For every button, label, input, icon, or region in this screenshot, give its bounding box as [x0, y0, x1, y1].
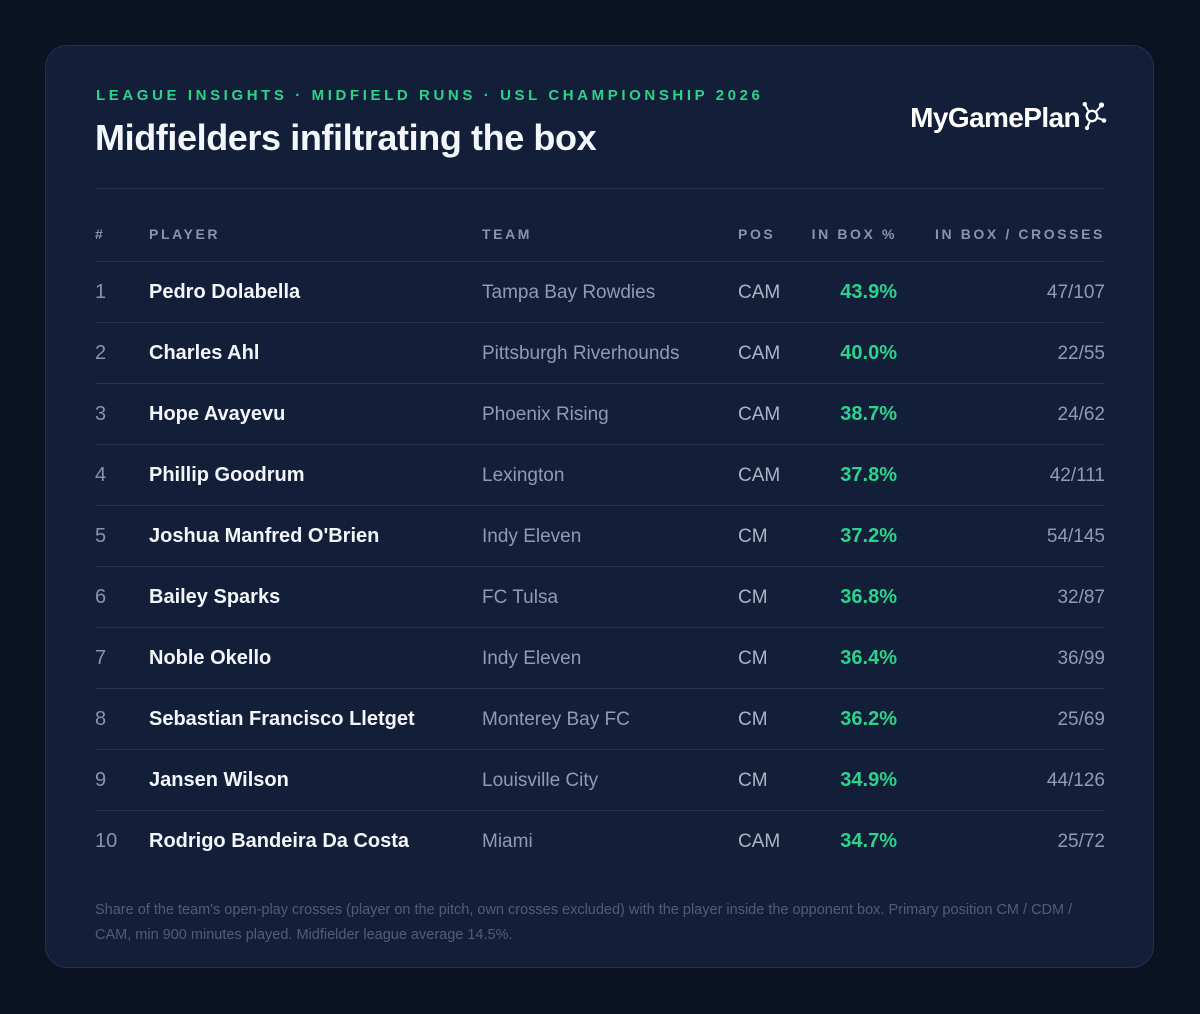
table-row: 5 Joshua Manfred O'Brien Indy Eleven CM 37.2… — [95, 506, 1105, 567]
position-cell: CAM — [738, 282, 781, 303]
in-box-crosses: 32/87 — [1057, 587, 1105, 608]
team-name: Pittsburgh Riverhounds — [482, 343, 680, 364]
in-box-crosses: 42/111 — [1049, 465, 1105, 486]
team-name: Phoenix Rising — [482, 404, 609, 425]
rank-cell: 6 — [95, 586, 107, 608]
column-header-in-box-pct: IN BOX % — [811, 226, 897, 242]
in-box-pct: 36.8% — [840, 586, 897, 608]
player-name: Hope Avayevu — [149, 403, 286, 425]
table-body: 1 Pedro Dolabella Tampa Bay Rowdies CAM 43.9… — [95, 262, 1105, 871]
table-row: 6 Bailey Sparks FC Tulsa CM 36.8% 32/87 — [95, 567, 1105, 628]
player-name: Joshua Manfred O'Brien — [149, 525, 380, 547]
position-cell: CM — [738, 770, 768, 791]
player-name: Pedro Dolabella — [149, 281, 301, 303]
rankings-table: # PLAYER TEAM POS IN BOX % IN BOX / CROS… — [95, 209, 1105, 871]
in-box-crosses: 44/126 — [1046, 770, 1105, 791]
column-header-rank: # — [95, 226, 106, 242]
in-box-pct: 37.8% — [840, 464, 897, 486]
in-box-crosses: 47/107 — [1046, 282, 1105, 303]
column-header-in-box-crosses: IN BOX / CROSSES — [935, 226, 1105, 242]
team-name: Lexington — [482, 465, 565, 486]
table-header: # PLAYER TEAM POS IN BOX % IN BOX / CROS… — [95, 209, 1105, 262]
rank-cell: 10 — [95, 830, 118, 852]
in-box-pct: 34.7% — [840, 830, 897, 852]
insights-card: LEAGUE INSIGHTS · MIDFIELD RUNS · USL CH… — [45, 45, 1154, 968]
in-box-pct: 36.2% — [840, 708, 897, 730]
rank-cell: 1 — [95, 281, 107, 303]
rank-cell: 2 — [95, 342, 107, 364]
team-name: Indy Eleven — [482, 526, 582, 547]
rank-cell: 5 — [95, 525, 107, 547]
logo-text: MyGamePlan — [910, 102, 1080, 133]
player-name: Noble Okello — [149, 647, 272, 669]
in-box-crosses: 54/145 — [1046, 526, 1105, 547]
in-box-pct: 37.2% — [840, 525, 897, 547]
table-row: 3 Hope Avayevu Phoenix Rising CAM 38.7% 24/62 — [95, 384, 1105, 445]
position-cell: CAM — [738, 831, 781, 852]
in-box-pct: 40.0% — [840, 342, 897, 364]
table-row: 2 Charles Ahl Pittsburgh Riverhounds CAM 40.… — [95, 323, 1105, 384]
table-row: 7 Noble Okello Indy Eleven CM 36.4% 36/99 — [95, 628, 1105, 689]
player-name: Sebastian Francisco Lletget — [149, 708, 415, 730]
team-name: Monterey Bay FC — [482, 709, 630, 730]
team-name: Tampa Bay Rowdies — [482, 282, 656, 303]
rank-cell: 4 — [95, 464, 107, 486]
player-name: Rodrigo Bandeira Da Costa — [149, 830, 410, 852]
position-cell: CM — [738, 709, 768, 730]
rank-cell: 3 — [95, 403, 107, 425]
player-name: Phillip Goodrum — [149, 464, 305, 486]
team-name: Indy Eleven — [482, 648, 582, 669]
position-cell: CM — [738, 587, 768, 608]
rank-cell: 7 — [95, 647, 107, 669]
table-row: 1 Pedro Dolabella Tampa Bay Rowdies CAM 43.9… — [95, 262, 1105, 323]
node-network-icon — [1082, 102, 1107, 131]
in-box-crosses: 25/69 — [1057, 709, 1105, 730]
in-box-crosses: 36/99 — [1057, 648, 1105, 669]
position-cell: CM — [738, 648, 768, 669]
in-box-pct: 34.9% — [840, 769, 897, 791]
team-name: Louisville City — [482, 770, 599, 791]
eyebrow-label: LEAGUE INSIGHTS · MIDFIELD RUNS · USL CH… — [96, 87, 764, 104]
footnote: Share of the team's open-play crosses (p… — [95, 902, 1073, 943]
player-name: Bailey Sparks — [149, 586, 281, 608]
player-name: Jansen Wilson — [149, 769, 289, 791]
in-box-pct: 43.9% — [840, 281, 897, 303]
column-header-position: POS — [738, 226, 776, 242]
table-row: 10 Rodrigo Bandeira Da Costa Miami CAM 34.7%… — [95, 811, 1105, 871]
table-row: 8 Sebastian Francisco Lletget Monterey Bay… — [95, 689, 1105, 750]
position-cell: CAM — [738, 343, 781, 364]
in-box-crosses: 25/72 — [1057, 831, 1105, 852]
brand-logo: MyGamePlan — [910, 98, 1107, 138]
in-box-crosses: 24/62 — [1057, 404, 1105, 425]
player-name: Charles Ahl — [149, 342, 260, 364]
in-box-pct: 36.4% — [840, 647, 897, 669]
position-cell: CM — [738, 526, 768, 547]
position-cell: CAM — [738, 404, 781, 425]
team-name: Miami — [482, 831, 533, 852]
column-header-team: TEAM — [482, 226, 533, 242]
column-header-player: PLAYER — [149, 226, 221, 242]
rank-cell: 8 — [95, 708, 107, 730]
table-row: 4 Phillip Goodrum Lexington CAM 37.8% 42/111 — [95, 445, 1105, 506]
in-box-crosses: 22/55 — [1057, 343, 1105, 364]
header-divider — [95, 188, 1105, 189]
table-row: 9 Jansen Wilson Louisville City CM 34.9% 44/1… — [95, 750, 1105, 811]
in-box-pct: 38.7% — [840, 403, 897, 425]
position-cell: CAM — [738, 465, 781, 486]
team-name: FC Tulsa — [482, 587, 559, 608]
rank-cell: 9 — [95, 769, 107, 791]
page-title: Midfielders infiltrating the box — [95, 117, 597, 158]
